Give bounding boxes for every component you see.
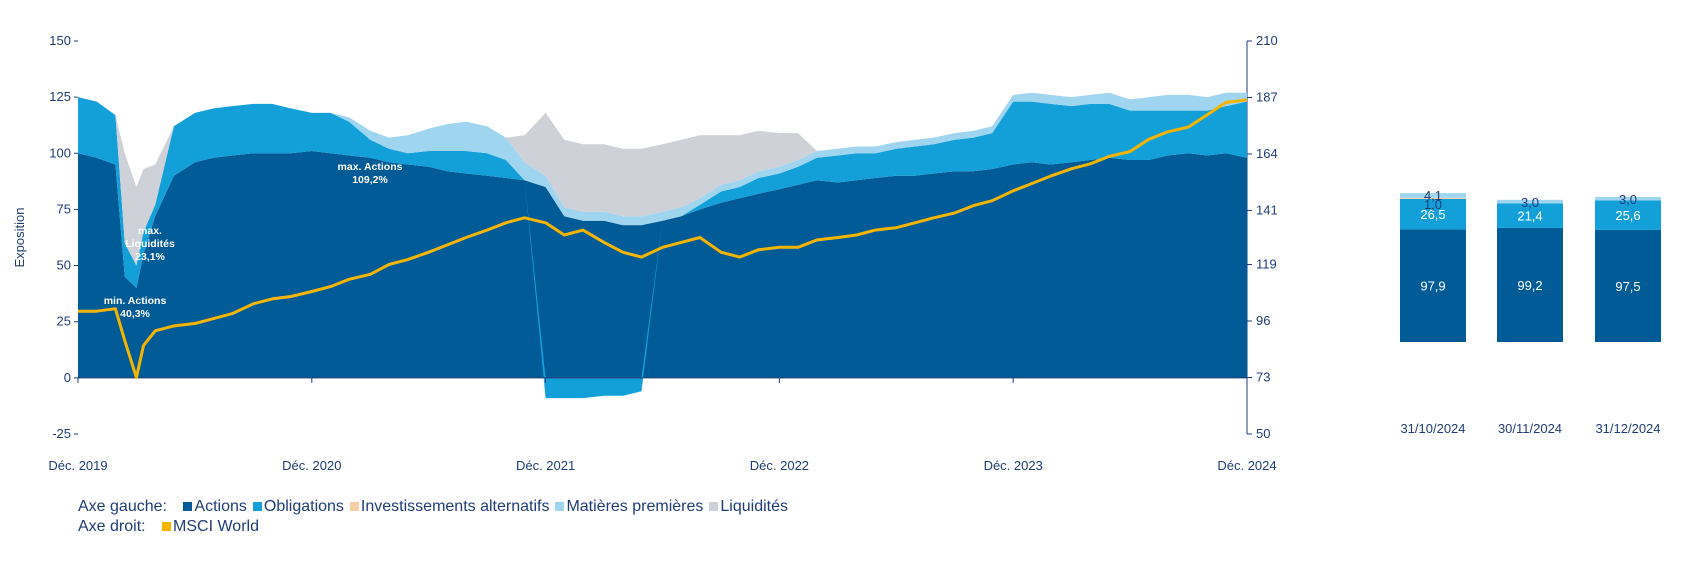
line-series-msci-world — [78, 98, 1248, 379]
bar-segment-obligations — [1595, 200, 1661, 230]
bar-value-label: 3,0 — [1619, 192, 1637, 207]
bar-value-label: 21,4 — [1517, 209, 1542, 224]
left-axis-tick-label: 100 — [49, 145, 71, 160]
legend-swatch — [162, 522, 172, 531]
area-series-actions — [78, 151, 1247, 378]
legend-swatch — [183, 502, 193, 511]
bar-segment-mati-res-premi-res — [1497, 199, 1563, 204]
legend-right-items: MSCI World — [156, 518, 259, 535]
bar-segment-mati-res-premi-res — [1595, 196, 1661, 201]
bar-segment-obligations — [1497, 203, 1563, 228]
right-axis-tick-label: 141 — [1256, 202, 1278, 217]
right-axis-tick-label: 73 — [1256, 370, 1270, 385]
chart-annotation: 23,1% — [135, 251, 165, 263]
legend-item-label: Actions — [194, 498, 247, 515]
left-axis-tick-label: 50 — [57, 258, 71, 273]
bar-value-label: 3,0 — [1521, 195, 1539, 210]
chart-annotation: Liquidités — [125, 238, 175, 250]
x-axis-tick-label: Déc. 2023 — [984, 458, 1043, 473]
bar-value-label: 99,2 — [1517, 278, 1542, 293]
legend-item-label: Matières premières — [566, 498, 704, 515]
left-axis-tick-label: 125 — [49, 89, 71, 104]
area-series-liquidit-s — [78, 92, 1247, 266]
bar-value-label: 25,6 — [1615, 208, 1640, 223]
right-axis-tick-label: 119 — [1256, 257, 1277, 272]
left-axis-tick-label: 150 — [49, 33, 71, 48]
right-axis-tick-label: 187 — [1256, 89, 1278, 104]
left-axis-title: Exposition — [12, 208, 27, 268]
x-axis-tick-label: Déc. 2022 — [750, 458, 809, 473]
bar-value-label: 26,5 — [1420, 207, 1445, 222]
legend-swatch — [555, 502, 565, 511]
x-axis-tick-label: Déc. 2024 — [1217, 458, 1276, 473]
right-axis-tick-label: 164 — [1256, 146, 1278, 161]
legend-item-label: Obligations — [263, 498, 344, 515]
bar-category-label: 31/12/2024 — [1595, 421, 1660, 436]
left-axis-tick-label: -25 — [52, 426, 71, 441]
legend-swatch — [252, 502, 262, 511]
bar-segment-mati-res-premi-res — [1400, 193, 1466, 198]
x-axis-tick-label: Déc. 2020 — [282, 458, 341, 473]
x-axis-tick-label: Déc. 2021 — [516, 458, 575, 473]
bar-value-label: 4,1 — [1424, 188, 1442, 203]
legend-right-row: Axe droit: MSCI World — [78, 517, 788, 537]
legend-swatch — [349, 502, 359, 511]
left-axis-tick-label: 0 — [64, 370, 71, 385]
area-series-obligations — [78, 97, 1247, 399]
left-axis-tick-label: 25 — [57, 314, 71, 329]
legend-swatch — [709, 502, 719, 511]
legend-item-label: Investissements alternatifs — [360, 498, 550, 515]
bar-segment-actions — [1595, 229, 1661, 342]
left-axis-tick-label: 75 — [57, 201, 71, 216]
bar-value-label: 1,0 — [1424, 197, 1442, 212]
bar-value-label: 97,9 — [1420, 279, 1445, 294]
legend-right-axis-label: Axe droit: — [78, 518, 146, 535]
chart-annotation: 40,3% — [120, 308, 150, 320]
bar-category-label: 31/10/2024 — [1400, 421, 1465, 436]
chart-annotation: max. — [138, 225, 162, 237]
chart-annotation: max. Actions — [338, 161, 403, 173]
legend-item-label: Liquidités — [720, 498, 788, 515]
right-axis-tick-label: 50 — [1256, 426, 1270, 441]
main-area-chart: 150 125 100 75 50 25 0 -25 Exposition 210 187 164 14… — [12, 33, 1278, 473]
right-axis-tick-label: 96 — [1256, 313, 1270, 328]
bar-category-label: 30/11/2024 — [1498, 421, 1562, 436]
stacked-bar-chart: 97,926,51,04,131/10/202499,221,43,030/11… — [1400, 188, 1661, 436]
bar-segment-actions — [1497, 227, 1563, 342]
legend-left-row: Axe gauche: Actions Obligations Investisse… — [78, 497, 788, 517]
x-axis-tick-label: Déc. 2019 — [48, 458, 107, 473]
bar-segment-investissements-alternatifs — [1400, 197, 1466, 199]
area-series-mati-res-premi-res — [78, 92, 1247, 266]
legend-left-items: Actions Obligations Investissements altern… — [177, 498, 788, 515]
right-axis-tick-label: 210 — [1256, 33, 1278, 48]
legend-item-label: MSCI World — [173, 518, 259, 535]
bar-value-label: 97,5 — [1615, 279, 1640, 294]
chart-annotation: 109,2% — [352, 174, 388, 186]
legend: Axe gauche: Actions Obligations Investisse… — [78, 497, 788, 537]
chart-annotation: min. Actions — [104, 295, 167, 307]
bar-segment-actions — [1400, 229, 1466, 342]
bar-segment-obligations — [1400, 198, 1466, 230]
legend-left-axis-label: Axe gauche: — [78, 498, 167, 515]
